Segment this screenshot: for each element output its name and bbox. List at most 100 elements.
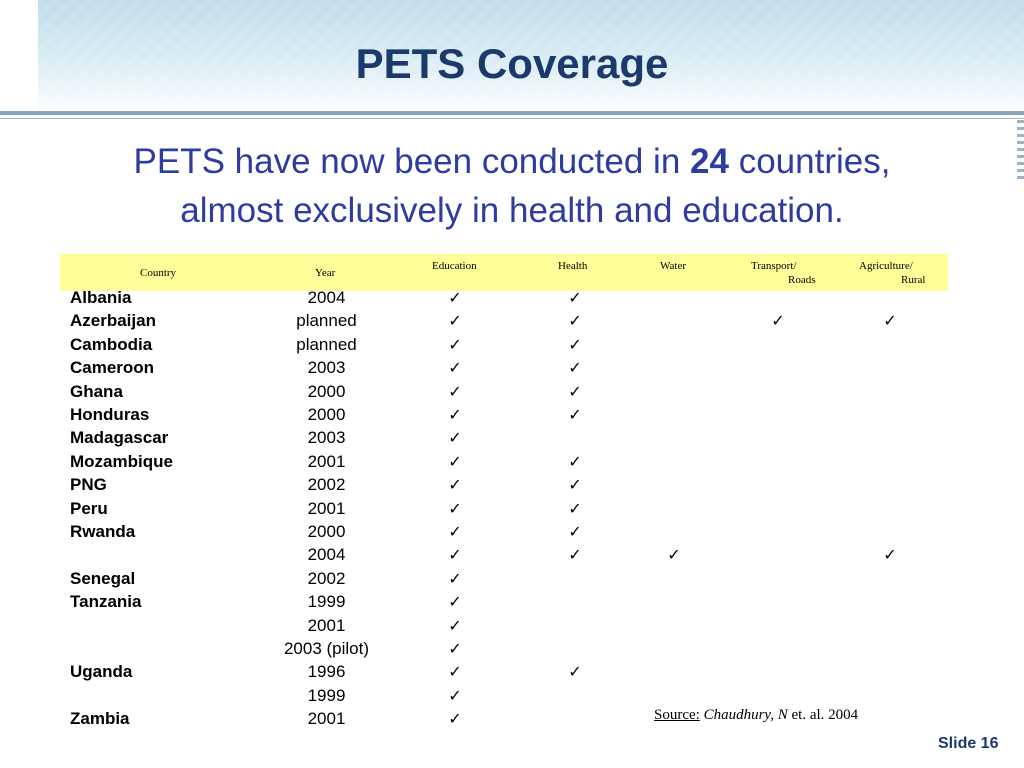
cell-year: 2004 — [307, 288, 346, 307]
checkmark-icon: ✓ — [883, 545, 897, 564]
checkmark-icon: ✓ — [448, 639, 462, 658]
header-education: Education — [432, 260, 477, 272]
source-rest: et. al. 2004 — [787, 707, 859, 723]
table-row: 2001 ✓ — [60, 616, 948, 639]
checkmark-icon: ✓ — [568, 288, 582, 307]
cell-year: 2003 — [307, 358, 346, 377]
table-row: Tanzania 1999 ✓ — [60, 592, 948, 615]
checkmark-icon: ✓ — [568, 358, 582, 377]
cell-country: Mozambique — [70, 452, 173, 471]
cell-country: Cambodia — [70, 335, 153, 354]
cell-year: 2003 (pilot) — [283, 639, 370, 658]
cell-year: 2001 — [307, 616, 346, 635]
table-row: Albania 2004 ✓ ✓ — [60, 288, 948, 311]
cell-country: Albania — [70, 288, 132, 307]
checkmark-icon: ✓ — [448, 311, 462, 330]
table-row: Uganda 1996 ✓ ✓ — [60, 662, 948, 685]
checkmark-icon: ✓ — [568, 452, 582, 471]
cell-country: Rwanda — [70, 522, 136, 541]
subtitle-prefix: PETS have now been conducted in — [133, 142, 691, 181]
cell-year: 2000 — [307, 382, 346, 401]
subtitle-line2: almost exclusively in health and educati… — [180, 191, 844, 230]
header-transport: Transport/ — [751, 260, 797, 272]
checkmark-icon: ✓ — [568, 311, 582, 330]
table-row: Rwanda 2000 ✓ ✓ — [60, 522, 948, 545]
checkmark-icon: ✓ — [568, 335, 582, 354]
header-year: Year — [315, 267, 336, 279]
checkmark-icon: ✓ — [448, 452, 462, 471]
cell-year: 2000 — [307, 522, 346, 541]
cell-year: planned — [296, 335, 357, 354]
subtitle-count: 24 — [690, 142, 729, 181]
checkmark-icon: ✓ — [568, 475, 582, 494]
table-row: Ghana 2000 ✓ ✓ — [60, 382, 948, 405]
checkmark-icon: ✓ — [448, 522, 462, 541]
cell-country: Ghana — [70, 382, 123, 401]
checkmark-icon: ✓ — [568, 382, 582, 401]
header-agriculture-2: Rural — [901, 274, 926, 286]
table-row: Honduras 2000 ✓ ✓ — [60, 405, 948, 428]
checkmark-icon: ✓ — [448, 428, 462, 447]
checkmark-icon: ✓ — [568, 545, 582, 564]
cell-year: 1999 — [307, 686, 346, 705]
checkmark-icon: ✓ — [448, 686, 462, 705]
header-agriculture: Agriculture/ — [859, 260, 913, 272]
checkmark-icon: ✓ — [883, 311, 897, 330]
cell-year: 2002 — [307, 569, 346, 588]
table-row: Zambia 2001 ✓ — [60, 709, 948, 732]
cell-country: Uganda — [70, 662, 133, 681]
table-row: Azerbaijan planned ✓ ✓ ✓ ✓ — [60, 311, 948, 334]
checkmark-icon: ✓ — [448, 545, 462, 564]
checkmark-icon: ✓ — [448, 616, 462, 635]
cell-country: Azerbaijan — [70, 311, 156, 330]
cell-country: Zambia — [70, 709, 130, 728]
slide-title: PETS Coverage — [355, 40, 669, 87]
checkmark-icon: ✓ — [448, 709, 462, 728]
table-row: Mozambique 2001 ✓ ✓ — [60, 452, 948, 475]
table-row: Senegal 2002 ✓ — [60, 569, 948, 592]
cell-country: Cameroon — [70, 358, 155, 377]
checkmark-icon: ✓ — [568, 499, 582, 518]
header-rule-thin — [0, 118, 1024, 119]
checkmark-icon: ✓ — [448, 592, 462, 611]
cell-year: 2004 — [307, 545, 346, 564]
checkmark-icon: ✓ — [448, 335, 462, 354]
cell-country: Senegal — [70, 569, 136, 588]
header-country: Country — [140, 267, 177, 279]
cell-year: planned — [296, 311, 357, 330]
cell-year: 2001 — [307, 499, 346, 518]
checkmark-icon: ✓ — [568, 405, 582, 424]
table-row: Cameroon 2003 ✓ ✓ — [60, 358, 948, 381]
cell-country: Tanzania — [70, 592, 142, 611]
cell-year: 2001 — [307, 452, 346, 471]
table-row: Madagascar 2003 ✓ — [60, 428, 948, 451]
cell-country: Honduras — [70, 405, 150, 424]
cell-year: 2003 — [307, 428, 346, 447]
cell-year: 1996 — [307, 662, 346, 681]
cell-year: 2002 — [307, 475, 346, 494]
table-header: Country Year Education Health Water Tran… — [60, 254, 948, 291]
checkmark-icon: ✓ — [568, 522, 582, 541]
table-row: Peru 2001 ✓ ✓ — [60, 499, 948, 522]
source-author: Chaudhury, N — [703, 707, 788, 723]
header-water: Water — [660, 260, 686, 272]
checkmark-icon: ✓ — [448, 499, 462, 518]
checkmark-icon: ✓ — [448, 475, 462, 494]
slide-subtitle: PETS have now been conducted in 24 count… — [40, 137, 984, 235]
checkmark-icon: ✓ — [771, 311, 785, 330]
cell-country: Madagascar — [70, 428, 169, 447]
decorative-bars — [1017, 120, 1024, 180]
table-row: Cambodia planned ✓ ✓ — [60, 335, 948, 358]
cell-country: Peru — [70, 499, 108, 518]
checkmark-icon: ✓ — [448, 569, 462, 588]
checkmark-icon: ✓ — [448, 358, 462, 377]
table-row: 1999 ✓ — [60, 686, 948, 709]
header-rule — [0, 111, 1024, 115]
slide-number: Slide 16 — [938, 735, 999, 752]
cell-country: PNG — [70, 475, 107, 494]
source-note: Source: Chaudhury, N et. al. 2004 — [654, 707, 858, 724]
cell-year: 1999 — [307, 592, 346, 611]
subtitle-suffix: countries, — [728, 142, 891, 181]
checkmark-icon: ✓ — [568, 662, 582, 681]
checkmark-icon: ✓ — [448, 288, 462, 307]
